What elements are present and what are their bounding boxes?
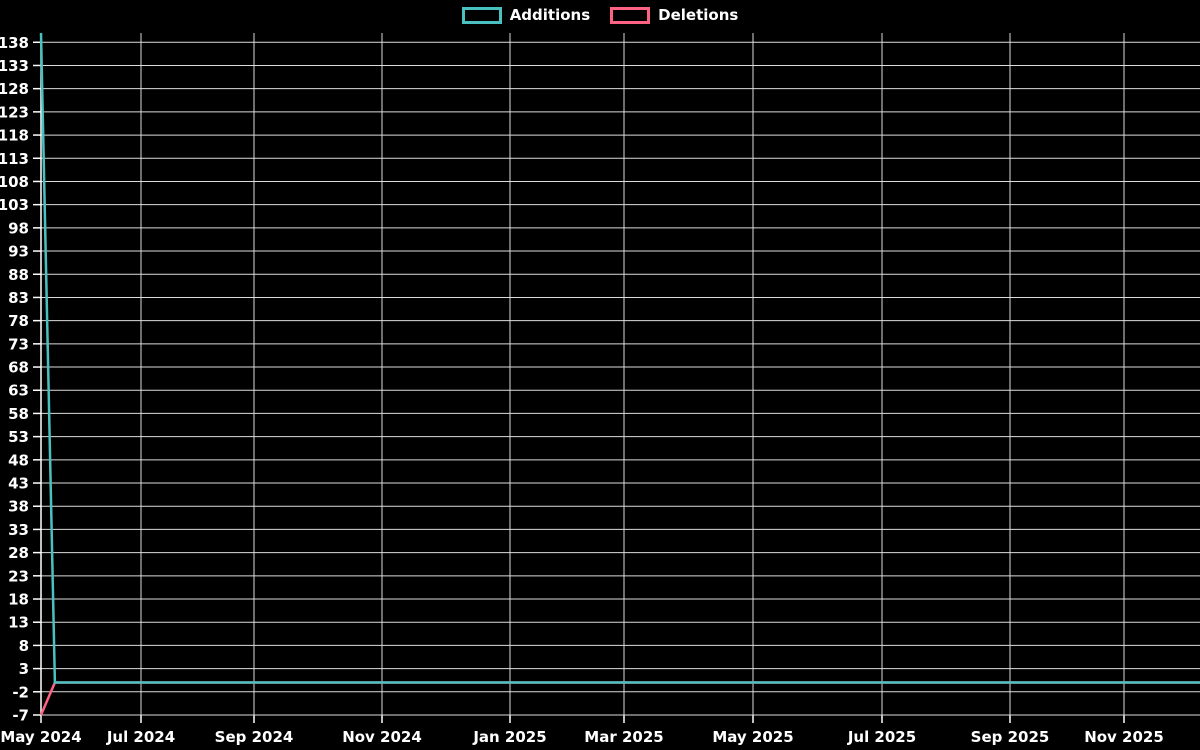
y-tick-label: 28 — [8, 544, 29, 562]
y-tick-label: 133 — [0, 57, 29, 75]
x-tick-label: Sep 2025 — [971, 728, 1050, 746]
y-tick-label: 118 — [0, 127, 29, 145]
y-tick-label: 48 — [8, 451, 29, 469]
y-tick-label: 123 — [0, 103, 29, 121]
y-tick-label: 33 — [8, 521, 29, 539]
x-tick-label: May 2024 — [0, 728, 81, 746]
deletions-swatch-icon — [610, 7, 651, 24]
x-tick-label: Mar 2025 — [584, 728, 663, 746]
x-tick-label: May 2025 — [712, 728, 793, 746]
legend-label-additions: Additions — [509, 6, 591, 24]
legend-label-deletions: Deletions — [658, 6, 739, 24]
x-tick-label: Jul 2025 — [847, 728, 916, 746]
y-tick-label: 98 — [8, 219, 29, 237]
y-tick-label: 13 — [8, 614, 29, 632]
x-tick-label: Jul 2024 — [106, 728, 175, 746]
y-tick-label: 58 — [8, 405, 29, 423]
y-tick-label: 8 — [19, 637, 29, 655]
y-tick-label: 113 — [0, 150, 29, 168]
chart-legend: Additions Deletions — [0, 7, 1200, 24]
y-tick-label: 108 — [0, 173, 29, 191]
y-tick-label: 23 — [8, 567, 29, 585]
y-tick-label: -7 — [12, 707, 29, 725]
additions-line — [39, 32, 1200, 684]
y-tick-label: 83 — [8, 289, 29, 307]
legend-item-additions[interactable]: Additions — [461, 6, 591, 24]
y-tick-label: 78 — [8, 312, 29, 330]
x-tick-label: Sep 2024 — [215, 728, 294, 746]
y-tick-label: -2 — [12, 683, 29, 701]
y-tick-label: 53 — [8, 428, 29, 446]
y-tick-label: 68 — [8, 359, 29, 377]
y-tick-label: 38 — [8, 498, 29, 516]
y-tick-label: 88 — [8, 266, 29, 284]
y-tick-label: 128 — [0, 80, 29, 98]
y-tick-label: 93 — [8, 243, 29, 261]
y-tick-label: 103 — [0, 196, 29, 214]
y-tick-label: 3 — [19, 660, 29, 678]
deletions-line — [39, 681, 1200, 716]
x-tick-label: Jan 2025 — [472, 728, 546, 746]
legend-item-deletions[interactable]: Deletions — [610, 7, 738, 24]
y-tick-label: 63 — [8, 382, 29, 400]
y-tick-label: 138 — [0, 34, 29, 52]
y-tick-label: 43 — [8, 475, 29, 493]
additions-swatch-icon — [461, 7, 502, 24]
y-tick-label: 73 — [8, 335, 29, 353]
x-tick-label: Nov 2024 — [342, 728, 422, 746]
x-tick-label: Nov 2025 — [1084, 728, 1164, 746]
y-tick-label: 18 — [8, 591, 29, 609]
